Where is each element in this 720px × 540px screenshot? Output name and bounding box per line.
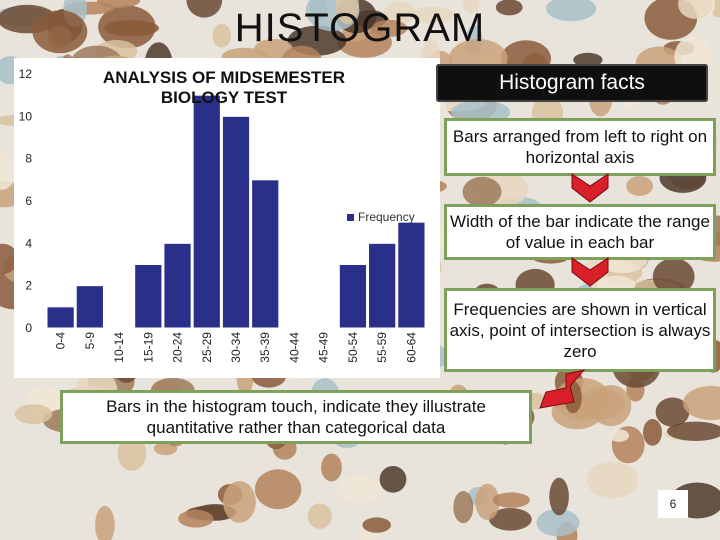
- shell-shape: [475, 483, 500, 520]
- shell-shape: [370, 19, 408, 37]
- shell-shape: [223, 481, 256, 523]
- down-arrow-icon-2: [571, 257, 609, 287]
- chart-legend: Frequency: [347, 210, 415, 224]
- bar-55-59: [368, 242, 397, 329]
- fact-box-4: Bars in the histogram touch, indicate th…: [60, 390, 532, 444]
- bar-15-19: [134, 264, 163, 329]
- shell-shape: [335, 0, 359, 25]
- shell-shape: [309, 0, 328, 21]
- x-tick-label-10-14: 10-14: [112, 332, 126, 363]
- fact-text-1: Bars arranged from left to right on hori…: [452, 127, 708, 167]
- shell-shape: [667, 421, 720, 441]
- bar-0-4: [46, 306, 75, 329]
- page-number: 6: [658, 490, 688, 518]
- x-tick-label-30-34: 30-34: [229, 332, 243, 363]
- shell-shape: [307, 503, 332, 529]
- y-tick-label-2: 4: [25, 236, 32, 250]
- shell-shape: [254, 469, 302, 510]
- shell-shape: [495, 0, 523, 16]
- y-tick-label-1: 2: [25, 279, 32, 293]
- bar-60-64: [397, 221, 426, 329]
- shell-shape: [186, 0, 223, 18]
- shell-shape: [32, 10, 88, 54]
- y-tick-label-5: 10: [19, 109, 33, 123]
- legend-label: Frequency: [358, 210, 415, 224]
- shell-shape: [609, 429, 629, 442]
- shell-shape: [0, 151, 17, 190]
- diagonal-arrow-icon: [539, 369, 586, 409]
- shell-shape: [95, 505, 115, 540]
- shell-shape: [336, 476, 383, 503]
- x-tick-label-60-64: 60-64: [404, 332, 418, 363]
- shell-shape: [178, 509, 214, 528]
- shell-shape: [586, 461, 638, 499]
- x-tick-label-15-19: 15-19: [141, 332, 155, 363]
- bar-25-29: [192, 94, 221, 329]
- shell-shape: [117, 436, 147, 471]
- x-tick-label-50-54: 50-54: [346, 332, 360, 363]
- shell-shape: [0, 243, 19, 275]
- x-tick-label-40-44: 40-44: [287, 332, 301, 363]
- down-arrow-icon-1: [571, 173, 609, 203]
- y-tick-label-4: 8: [25, 152, 32, 166]
- bar-20-24: [163, 242, 192, 329]
- shell-shape: [626, 176, 654, 196]
- legend-swatch: [347, 213, 354, 221]
- x-tick-label-20-24: 20-24: [171, 332, 185, 363]
- chart-title: ANALYSIS OF MIDSEMESTER BIOLOGY TEST: [102, 68, 346, 107]
- shell-shape: [652, 258, 695, 295]
- x-tick-label-35-39: 35-39: [258, 332, 272, 363]
- bar-30-34: [221, 115, 251, 329]
- shell-shape: [573, 52, 603, 67]
- fact-box-2: Width of the bar indicate the range of v…: [444, 204, 716, 260]
- fact-box-3: Frequencies are shown in vertical axis, …: [444, 288, 716, 372]
- shell-shape: [212, 23, 232, 48]
- shell-shape: [411, 6, 454, 24]
- shell-shape: [104, 20, 159, 37]
- shell-shape: [462, 0, 480, 14]
- shell-shape: [384, 1, 415, 25]
- shell-shape: [546, 0, 597, 22]
- shell-shape: [536, 509, 580, 537]
- chart-plot: 0 2 4 6 8 10 12 0-4 5-9 10-14 15-19 20-24 25-29 30-34…: [19, 67, 426, 363]
- x-tick-label-25-29: 25-29: [200, 332, 214, 363]
- bar-5-9: [75, 285, 104, 329]
- y-tick-label-0: 0: [25, 321, 32, 335]
- shell-shape: [379, 466, 407, 493]
- shell-shape: [489, 508, 532, 531]
- shell-shape: [643, 419, 662, 446]
- x-tick-label-0-4: 0-4: [54, 332, 68, 350]
- shell-shape: [683, 385, 720, 421]
- shell-shape: [678, 0, 713, 19]
- shell-shape: [362, 517, 392, 533]
- fact-text-4: Bars in the histogram touch, indicate th…: [106, 397, 486, 437]
- bar-35-39: [251, 179, 280, 329]
- histogram-chart: 0 2 4 6 8 10 12 0-4 5-9 10-14 15-19 20-24 25-29 30-34…: [14, 58, 440, 378]
- shell-shape: [492, 492, 530, 508]
- shell-shape: [462, 176, 502, 207]
- fact-text-2: Width of the bar indicate the range of v…: [450, 212, 710, 252]
- shell-shape: [321, 453, 342, 482]
- shell-shape: [655, 397, 690, 427]
- x-tick-label-5-9: 5-9: [83, 332, 97, 350]
- shell-shape: [549, 477, 569, 516]
- shell-shape: [453, 491, 474, 524]
- x-tick-label-55-59: 55-59: [375, 332, 389, 363]
- x-tick-label-45-49: 45-49: [317, 332, 331, 363]
- y-tick-label-3: 6: [25, 194, 32, 208]
- shell-shape: [14, 404, 53, 424]
- fact-box-1: Bars arranged from left to right on hori…: [444, 118, 716, 176]
- fact-text-3: Frequencies are shown in vertical axis, …: [449, 299, 711, 361]
- y-tick-label-6: 12: [19, 67, 33, 81]
- facts-header: Histogram facts: [436, 64, 708, 102]
- slide-title: HISTOGRAM: [234, 6, 486, 50]
- bar-50-54: [338, 264, 368, 329]
